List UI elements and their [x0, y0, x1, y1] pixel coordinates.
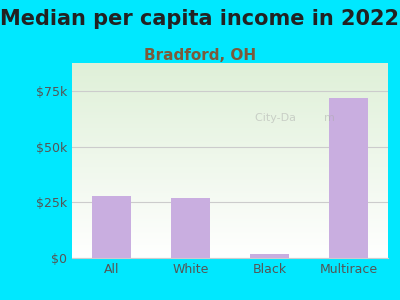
Bar: [92, 196, 131, 258]
Bar: [250, 254, 289, 258]
Bar: [171, 198, 210, 258]
Text: Bradford, OH: Bradford, OH: [144, 48, 256, 63]
Bar: [329, 98, 368, 258]
Text: Median per capita income in 2022: Median per capita income in 2022: [0, 9, 400, 29]
Text: City-Da        m: City-Da m: [255, 112, 335, 123]
